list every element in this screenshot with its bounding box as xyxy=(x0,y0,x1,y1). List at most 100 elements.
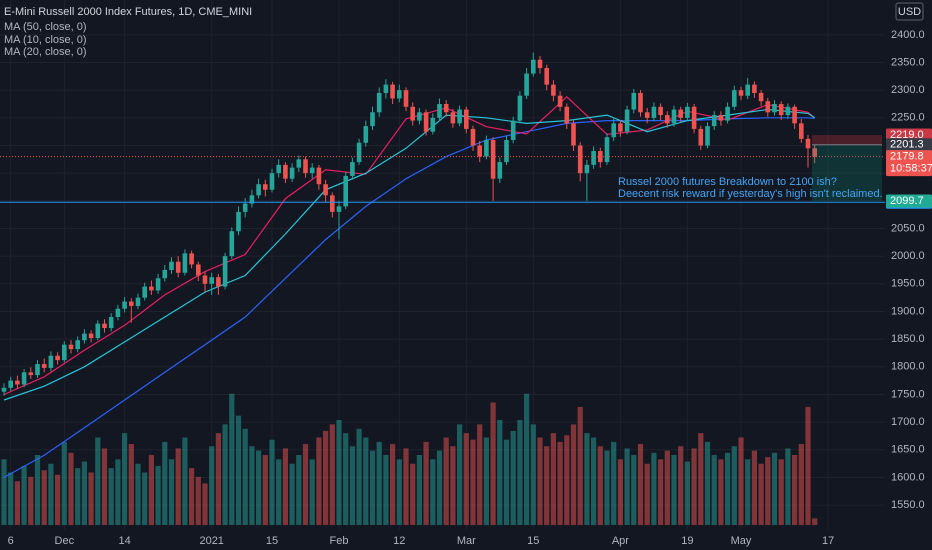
price-badge xyxy=(886,138,932,152)
volume-bar xyxy=(148,455,154,525)
volume-bar xyxy=(443,437,449,525)
candle-body xyxy=(537,59,543,69)
y-tick-label: 2400.0 xyxy=(891,29,925,41)
volume-bar xyxy=(671,455,677,525)
candle-body xyxy=(390,84,395,99)
candle-body xyxy=(778,104,784,116)
x-tick-label: 15 xyxy=(527,535,539,547)
volume-bar xyxy=(792,455,798,525)
candle-body xyxy=(584,164,590,174)
candle-body xyxy=(752,84,757,93)
x-tick-label: Feb xyxy=(330,535,349,547)
candle-body xyxy=(202,275,208,284)
volume-bar xyxy=(524,393,530,525)
candle-body xyxy=(95,323,101,339)
candle-body xyxy=(705,126,710,146)
candle-body xyxy=(155,278,161,291)
candle-body xyxy=(711,115,717,127)
currency-box[interactable] xyxy=(895,2,924,21)
candle-body xyxy=(115,308,121,318)
candle-body xyxy=(437,104,442,118)
volume-bar xyxy=(349,446,355,525)
candle-body xyxy=(490,139,496,179)
volume-bar xyxy=(168,459,175,525)
volume-bar xyxy=(530,424,536,525)
y-tick-label: 2250.0 xyxy=(891,112,925,124)
candle-body xyxy=(169,261,174,270)
price-badge-label: 2099.7 xyxy=(890,195,924,207)
volume-bar xyxy=(624,448,630,525)
candle-body xyxy=(658,106,663,116)
x-tick-label: 12 xyxy=(393,535,405,547)
volume-bar xyxy=(463,433,469,525)
candle-body xyxy=(470,128,476,146)
x-tick-label: Apr xyxy=(612,535,629,547)
volume-bar xyxy=(323,430,329,525)
candle-body xyxy=(209,277,214,284)
candle-body xyxy=(504,139,509,163)
target-zone xyxy=(812,144,882,201)
candle-body xyxy=(591,151,596,165)
candle-body xyxy=(618,123,623,132)
volume-bar xyxy=(450,446,456,525)
candle-body xyxy=(765,101,771,113)
volume-bar xyxy=(557,441,563,525)
volume-bar xyxy=(202,483,208,525)
volume-bar xyxy=(416,455,422,525)
plot xyxy=(0,0,885,530)
currency[interactable]: USD xyxy=(898,6,921,18)
candle-body xyxy=(685,106,690,118)
candle-body xyxy=(135,297,141,306)
volume-bar xyxy=(309,459,315,525)
candle-body xyxy=(397,90,402,99)
volume-bar xyxy=(155,465,161,525)
candle-body xyxy=(718,115,724,121)
volume-bar xyxy=(8,472,14,525)
volume-bar xyxy=(48,463,54,525)
volume-bar xyxy=(256,450,262,525)
candle-body xyxy=(799,123,804,139)
volume-bar xyxy=(75,468,81,525)
volume-bar xyxy=(115,459,121,525)
volume-bar xyxy=(477,424,483,525)
volume-bar xyxy=(483,437,489,525)
candle-body xyxy=(745,84,750,96)
volume-bar xyxy=(631,455,637,525)
volume-bar xyxy=(34,455,41,525)
x-tick-label: 15 xyxy=(266,535,278,547)
volume-bar xyxy=(68,452,74,525)
candle-body xyxy=(309,167,315,174)
volume-bar xyxy=(316,437,322,525)
volume-bar xyxy=(162,441,168,525)
candle-body xyxy=(162,269,168,279)
candle-body xyxy=(497,162,503,179)
candle-body xyxy=(356,142,362,163)
countdown: 10:58:37 xyxy=(890,163,932,175)
ma-line xyxy=(3,117,815,478)
candle-body xyxy=(48,355,54,368)
candle-body xyxy=(410,106,415,121)
volume-bar xyxy=(664,450,670,525)
candle-body xyxy=(517,95,523,121)
volume-bar xyxy=(95,437,101,525)
y-tick-label: 1800.0 xyxy=(891,361,925,373)
x-tick-label: 2021 xyxy=(199,535,223,547)
volume-bar xyxy=(195,476,201,525)
volume-bar xyxy=(336,420,342,525)
volume-bar xyxy=(175,448,181,525)
candle-body xyxy=(450,112,456,124)
chart-title: E-Mini Russell 2000 Index Futures, 1D, C… xyxy=(4,6,252,18)
price-badge-label: 2179.8 xyxy=(890,151,924,163)
candle-body xyxy=(68,344,74,350)
volume-bar xyxy=(135,463,141,525)
candle-body xyxy=(316,167,322,185)
candle-body xyxy=(611,123,616,138)
volume-bar xyxy=(269,439,275,525)
candle-body xyxy=(484,139,489,157)
candle-body xyxy=(812,148,817,157)
x-tick-label: 19 xyxy=(681,535,693,547)
candle-body xyxy=(417,112,422,121)
candle-body xyxy=(336,206,342,212)
candle-body xyxy=(330,195,335,212)
